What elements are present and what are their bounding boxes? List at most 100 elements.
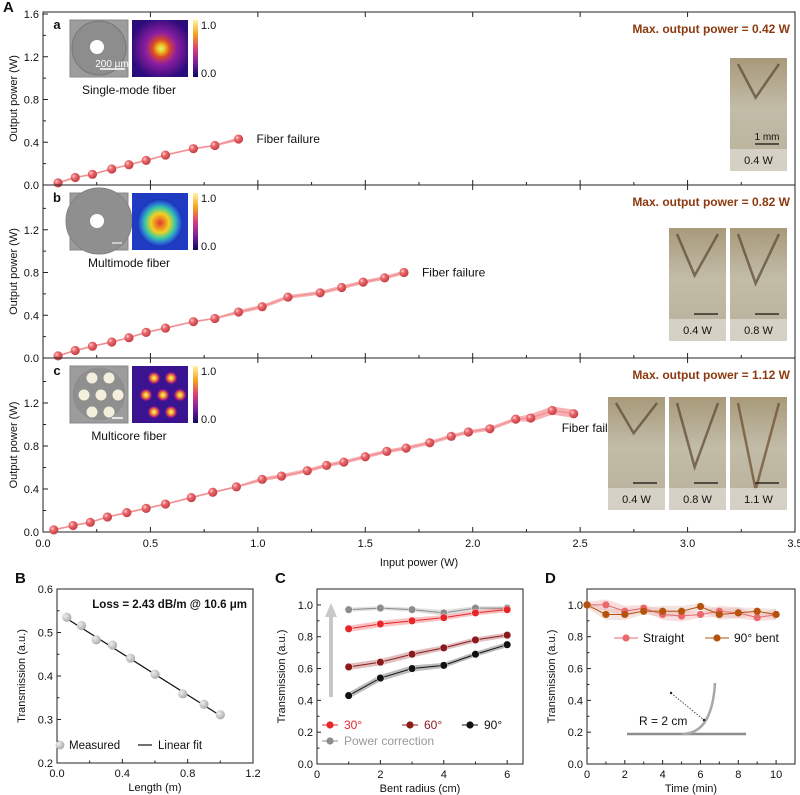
x-tick-label: 3.5 [787, 538, 800, 550]
x-tick-label: 8 [735, 769, 741, 781]
core-circle [90, 214, 104, 228]
y-tick-label: 1.0 [298, 600, 313, 612]
data-point [141, 155, 151, 166]
beam-spot [147, 371, 161, 385]
data-point [621, 610, 629, 619]
data-point [233, 307, 244, 317]
data-point [87, 341, 98, 351]
photo-power-label: 0.8 W [744, 325, 773, 337]
colorbar [193, 20, 198, 77]
data-point [141, 503, 151, 513]
x-tick-label: 2 [377, 769, 383, 781]
data-point [160, 323, 171, 333]
subplot-label: c [53, 363, 60, 378]
data-point [210, 140, 220, 151]
data-point [339, 457, 349, 467]
data-point [257, 474, 267, 484]
x-axis-label: Time (min) [665, 783, 717, 795]
core-circle [103, 406, 115, 418]
damage-photo: 0.4 W [669, 228, 726, 341]
x-tick-label: 0 [314, 769, 320, 781]
photo-label-bg [608, 488, 665, 510]
colorbar-min-label: 0.0 [201, 68, 216, 80]
radius-line [670, 692, 705, 721]
y-axis-label: Transmission (a.u.) [546, 630, 558, 724]
data-point [471, 635, 480, 644]
x-axis-label: Bent radius (cm) [380, 783, 461, 795]
damage-photo: 0.4 W [608, 397, 665, 510]
data-point [208, 487, 218, 497]
y-tick-label: 0.8 [298, 632, 313, 644]
data-point [141, 327, 151, 337]
bend-radius-label: R = 2 cm [639, 714, 687, 728]
beam-spot [164, 405, 178, 419]
series-line [348, 607, 508, 614]
photo-label-bg [669, 319, 726, 341]
y-tick-label: 1.6 [24, 9, 39, 21]
damage-photo: 1 mm 0.4 W [730, 58, 787, 171]
damage-groove [614, 402, 658, 436]
data-point [160, 150, 171, 160]
series-line [348, 644, 508, 697]
data-point [503, 640, 512, 649]
y-tick-label: 0.0 [24, 353, 39, 365]
photo-label-bg [730, 149, 787, 171]
legend-marker [622, 634, 630, 642]
data-point [772, 610, 780, 619]
y-tick-label: 0.4 [298, 695, 313, 707]
arrowhead-icon [325, 603, 337, 617]
data-point [68, 520, 78, 531]
data-point [503, 631, 512, 640]
beam-spot [139, 388, 153, 402]
y-tick-label: 0.4 [24, 484, 39, 496]
beam-spot [173, 388, 187, 402]
beam-spot [164, 371, 178, 385]
legend-label: 90° bent [734, 631, 780, 645]
data-point [150, 669, 160, 679]
x-tick-label: 2 [622, 769, 628, 781]
data-point [358, 277, 368, 287]
data-point [439, 661, 448, 670]
legend-label: 60° [424, 718, 442, 732]
data-point [107, 337, 117, 347]
data-point [344, 691, 353, 700]
legend-marker [466, 721, 474, 729]
y-tick-label: 0.0 [568, 759, 583, 771]
legend-marker-measured [55, 740, 65, 750]
legend-label: Power correction [344, 734, 434, 748]
data-point [107, 164, 117, 174]
data-point [178, 689, 188, 699]
data-point [62, 612, 72, 622]
data-point [696, 602, 705, 611]
data-point [471, 608, 480, 617]
photo-label-bg [669, 488, 726, 510]
colorbar [193, 366, 198, 423]
subplot-b: 0.0 0.4 0.8 1.2 Output power (W) b Fiber failu… [8, 184, 796, 365]
data-point [696, 610, 705, 619]
damage-groove [736, 233, 781, 287]
y-tick-label: 1.2 [24, 225, 39, 237]
panel-label-A: A [3, 0, 14, 16]
x-tick-label: 2.5 [572, 538, 587, 550]
colorbar [193, 193, 198, 250]
x-tick-label: 0.8 [180, 768, 195, 780]
data-point [107, 640, 118, 650]
data-point [102, 512, 113, 522]
data-point [485, 424, 495, 434]
y-tick-label: 0.2 [568, 727, 583, 739]
radius-end [702, 718, 706, 722]
data-point [734, 609, 742, 617]
y-tick-label: 0.4 [24, 310, 39, 322]
x-tick-label: 2.0 [465, 538, 480, 550]
data-point [344, 605, 353, 614]
core-circle [78, 389, 90, 401]
data-point [380, 273, 390, 283]
data-point [91, 635, 101, 645]
data-point [408, 616, 417, 625]
loss-annotation: Loss = 2.43 dB/m @ 10.6 μm [92, 599, 247, 611]
legend-marker [326, 737, 334, 745]
data-point [231, 482, 241, 492]
y-tick-label: 0.0 [24, 527, 39, 539]
